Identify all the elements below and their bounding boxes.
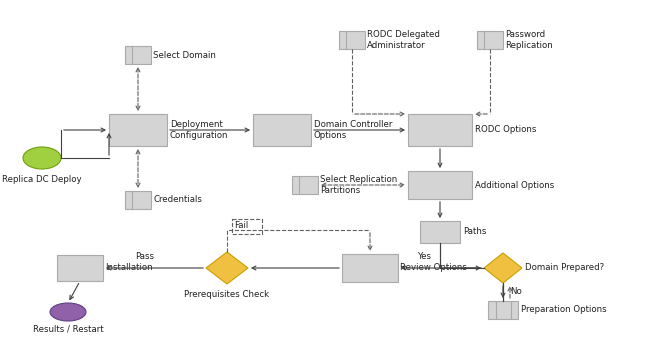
- Polygon shape: [206, 252, 248, 284]
- Text: Installation: Installation: [105, 264, 153, 272]
- FancyBboxPatch shape: [342, 254, 398, 282]
- Text: Select Replication
Partitions: Select Replication Partitions: [320, 175, 397, 195]
- Text: No: No: [510, 287, 521, 297]
- Ellipse shape: [23, 147, 61, 169]
- Ellipse shape: [50, 303, 86, 321]
- FancyBboxPatch shape: [420, 221, 460, 243]
- FancyBboxPatch shape: [339, 31, 365, 49]
- FancyBboxPatch shape: [477, 31, 503, 49]
- Text: Domain Controller
Options: Domain Controller Options: [314, 120, 392, 140]
- FancyBboxPatch shape: [109, 114, 167, 146]
- Text: Results / Restart: Results / Restart: [33, 325, 103, 334]
- FancyBboxPatch shape: [125, 191, 151, 209]
- FancyBboxPatch shape: [253, 114, 311, 146]
- Polygon shape: [484, 253, 522, 283]
- Text: Review Options: Review Options: [400, 264, 467, 272]
- Text: Fail: Fail: [234, 221, 248, 230]
- Text: Additional Options: Additional Options: [475, 180, 554, 190]
- Text: Select Domain: Select Domain: [153, 50, 216, 59]
- Text: Credentials: Credentials: [153, 195, 202, 205]
- Text: Pass: Pass: [136, 252, 155, 261]
- FancyBboxPatch shape: [292, 176, 318, 194]
- FancyBboxPatch shape: [408, 114, 472, 146]
- Text: Password
Replication: Password Replication: [505, 30, 553, 50]
- Text: Prerequisites Check: Prerequisites Check: [184, 290, 269, 299]
- Text: Yes: Yes: [418, 252, 432, 261]
- FancyBboxPatch shape: [125, 46, 151, 64]
- Text: Deployment
Configuration: Deployment Configuration: [170, 120, 228, 140]
- Text: Paths: Paths: [463, 227, 487, 237]
- Text: Replica DC Deploy: Replica DC Deploy: [2, 175, 82, 184]
- FancyBboxPatch shape: [408, 171, 472, 199]
- Text: Domain Prepared?: Domain Prepared?: [525, 264, 604, 272]
- Text: RODC Options: RODC Options: [475, 125, 536, 134]
- FancyBboxPatch shape: [57, 255, 103, 281]
- FancyBboxPatch shape: [488, 301, 518, 319]
- Text: Preparation Options: Preparation Options: [521, 306, 607, 314]
- Text: RODC Delegated
Administrator: RODC Delegated Administrator: [367, 30, 440, 50]
